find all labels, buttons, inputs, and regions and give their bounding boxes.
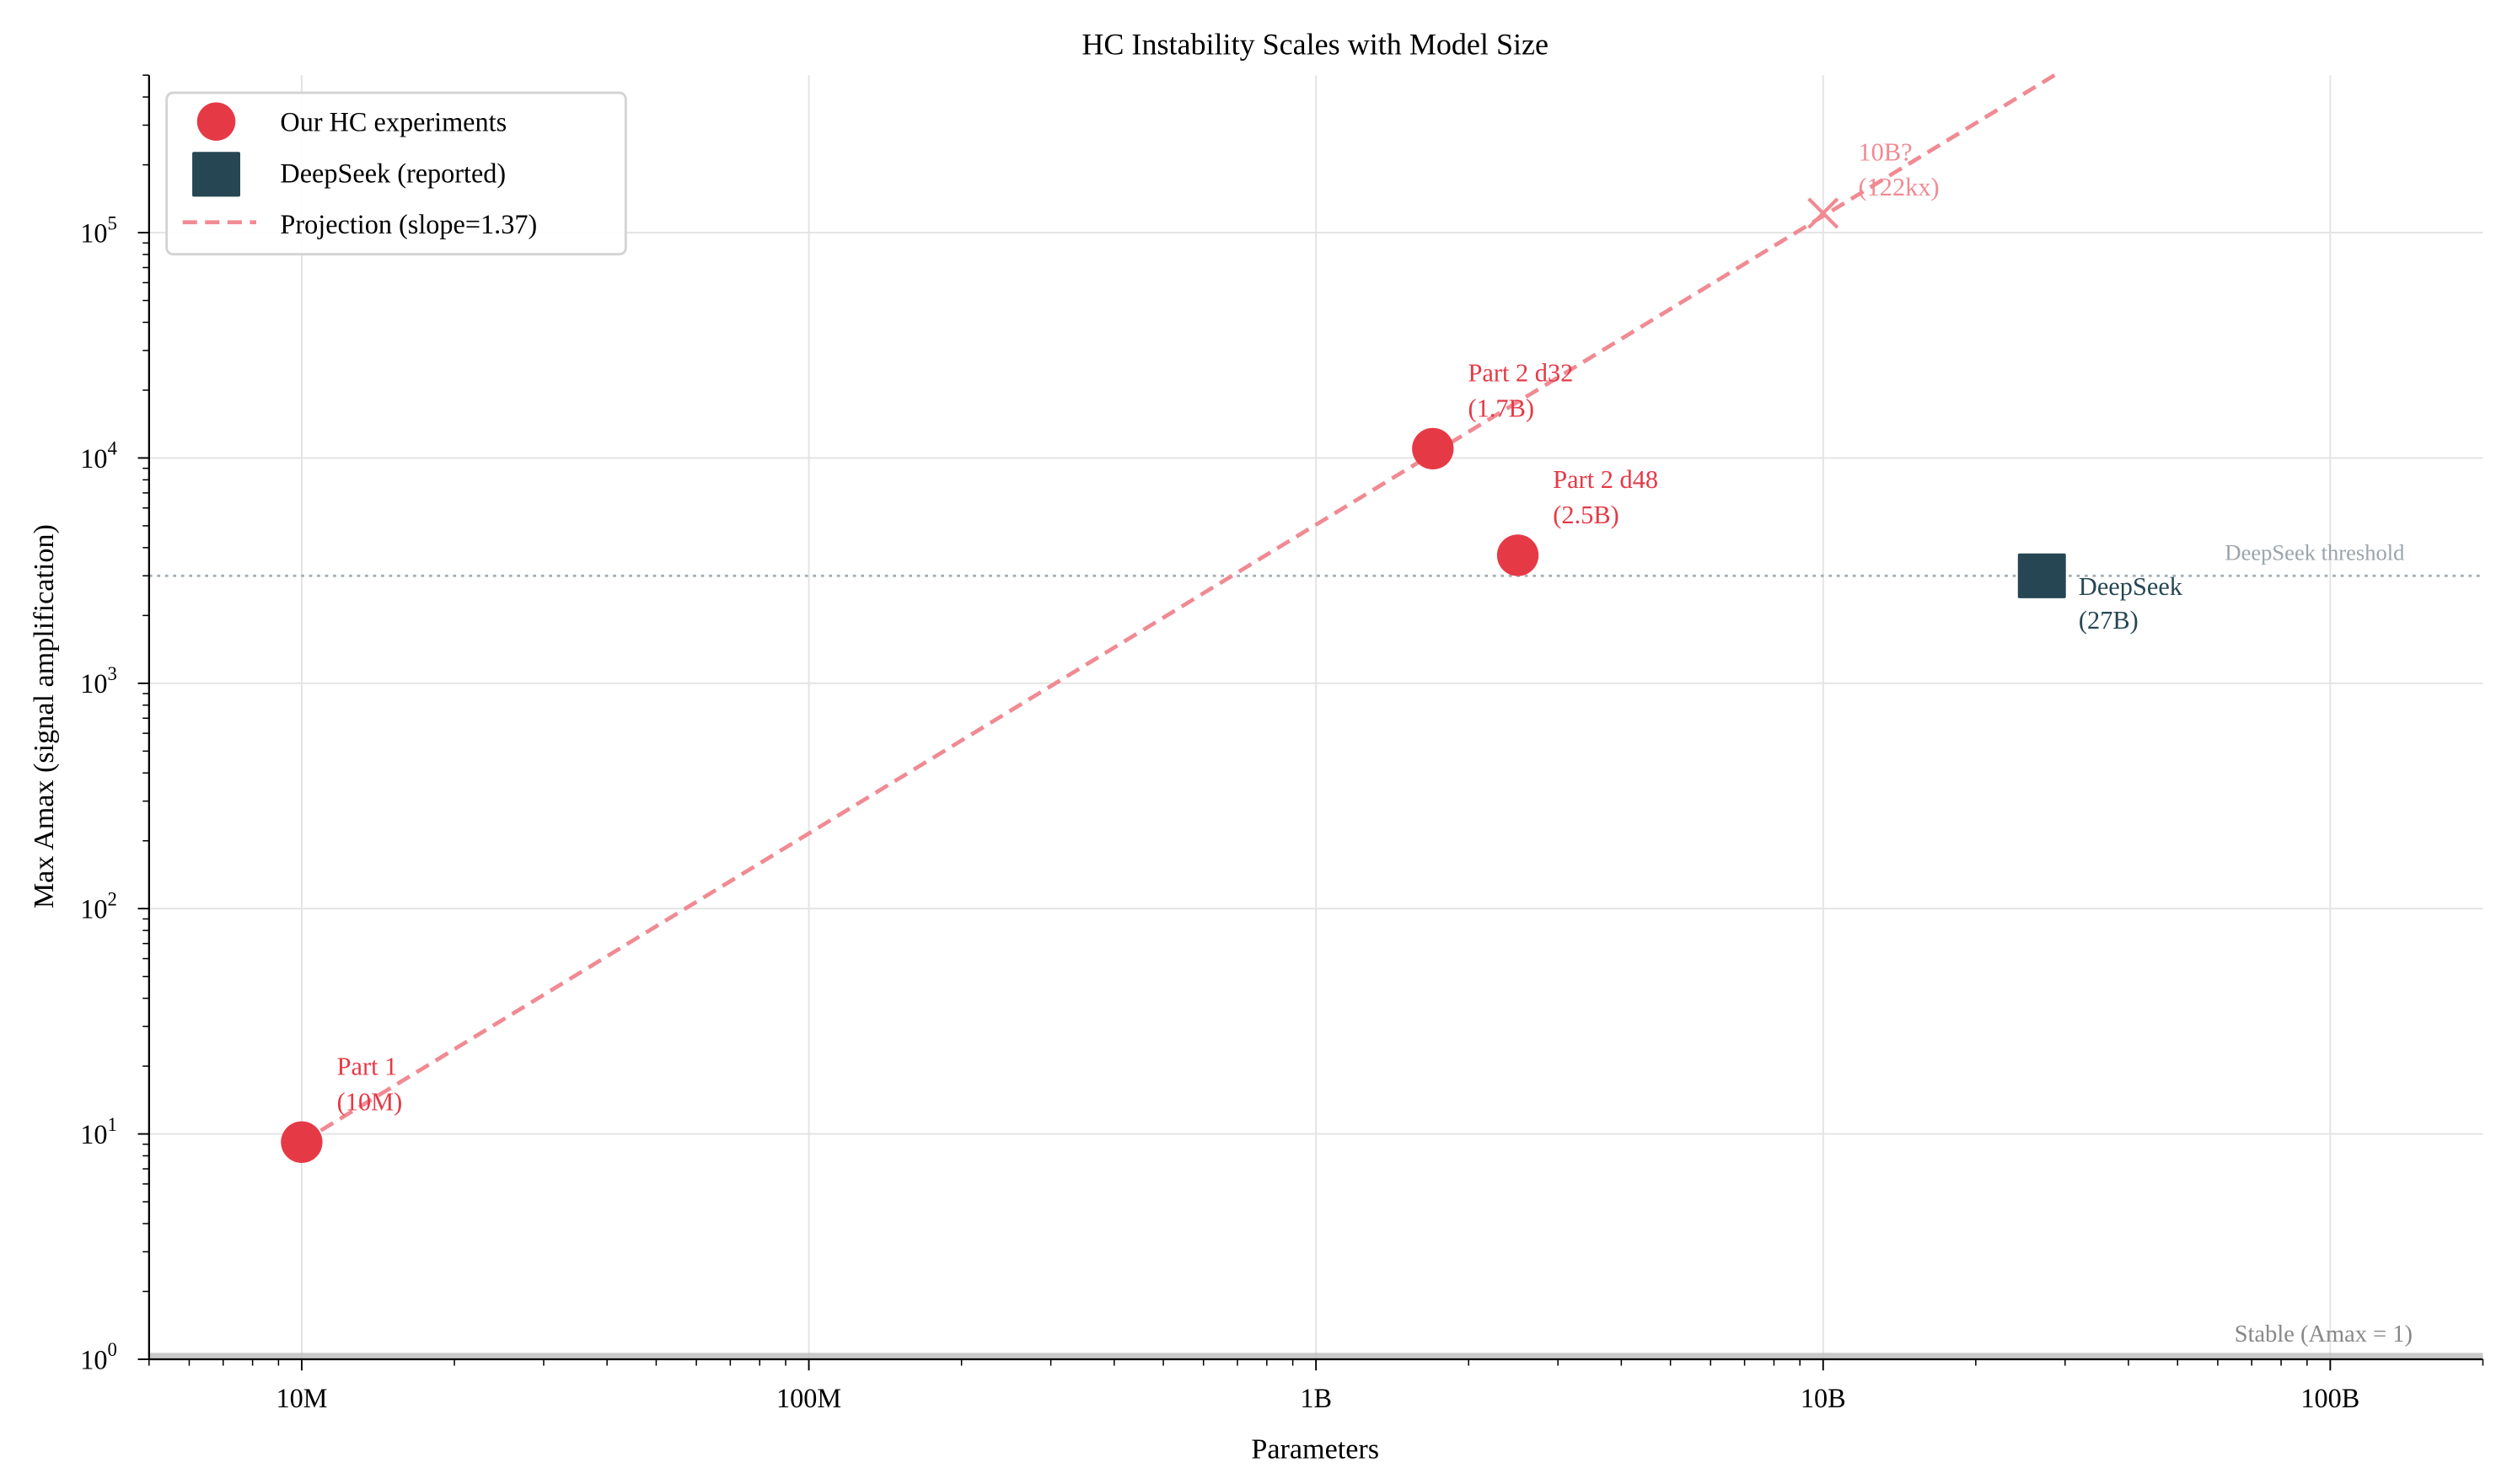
experiment-point	[281, 1121, 323, 1163]
experiment-point	[1412, 427, 1454, 470]
stable-label: Stable (Amax = 1)	[2235, 1321, 2413, 1347]
legend-entry-deepseek: DeepSeek (reported)	[280, 158, 506, 188]
legend-square-marker	[192, 152, 240, 197]
projected-point-label: 10B?	[1859, 137, 1913, 166]
y-tick-exponent: 1	[107, 1114, 116, 1135]
y-tick-label: 102	[80, 888, 117, 924]
threshold-label: DeepSeek threshold	[2225, 539, 2404, 565]
point-sublabel: (10M)	[337, 1087, 403, 1116]
x-tick-label: 100B	[2300, 1383, 2359, 1413]
projection-dashed-line	[300, 73, 2056, 1144]
x-tick-label: 10M	[276, 1383, 327, 1413]
y-tick-base: 10	[80, 217, 107, 248]
y-tick-base: 10	[80, 1344, 107, 1374]
grid	[148, 75, 2483, 1360]
y-tick-exponent: 3	[107, 663, 116, 684]
point-sublabel: (2.5B)	[1553, 501, 1618, 529]
chart-title: HC Instability Scales with Model Size	[1082, 28, 1549, 62]
x-axis-label: Parameters	[1251, 1434, 1379, 1465]
y-tick-exponent: 4	[107, 438, 117, 459]
y-tick-base: 10	[80, 443, 107, 474]
projected-point-sublabel: (122kx)	[1859, 173, 1940, 201]
x-tick-label: 10B	[1801, 1383, 1846, 1413]
y-tick-exponent: 0	[107, 1339, 116, 1360]
projection-line: 10B? (122kx)	[300, 73, 2056, 1144]
legend-entry-experiments: Our HC experiments	[280, 107, 507, 137]
y-tick-base: 10	[80, 668, 107, 699]
y-tick-exponent: 2	[107, 888, 116, 909]
y-tick-label: 100	[80, 1339, 117, 1374]
reference-lines: DeepSeek threshold Stable (Amax = 1)	[148, 539, 2483, 1359]
point-label: DeepSeek	[2079, 572, 2183, 601]
point-sublabel: (1.7B)	[1468, 394, 1534, 422]
projected-point-x-marker	[1807, 197, 1839, 229]
deepseek-point	[2017, 553, 2066, 598]
y-tick-label: 103	[80, 663, 117, 699]
point-label: Part 2 d32	[1468, 359, 1574, 388]
legend: Our HC experiments DeepSeek (reported) P…	[165, 91, 627, 256]
y-tick-base: 10	[80, 1119, 107, 1149]
y-tick-base: 10	[80, 894, 107, 924]
y-axis-label: Max Amax (signal amplification)	[29, 524, 60, 908]
legend-entry-projection: Projection (slope=1.37)	[280, 209, 537, 239]
point-sublabel: (27B)	[2079, 606, 2139, 635]
y-tick-label: 101	[80, 1114, 117, 1149]
data-points: Part 1 (10M) Part 2 d32 (1.7B) Part 2 d48 (2.…	[281, 359, 2183, 1163]
point-label: Part 1	[337, 1053, 398, 1081]
point-label: Part 2 d48	[1553, 465, 1658, 494]
experiment-point	[1496, 534, 1539, 576]
x-tick-label: 1B	[1300, 1383, 1332, 1413]
legend-circle-marker	[196, 102, 236, 141]
y-tick-exponent: 5	[107, 212, 116, 233]
x-tick-label: 100M	[776, 1383, 841, 1413]
y-tick-label: 105	[80, 212, 117, 248]
y-tick-label: 104	[80, 438, 117, 474]
legend-frame	[165, 91, 627, 256]
